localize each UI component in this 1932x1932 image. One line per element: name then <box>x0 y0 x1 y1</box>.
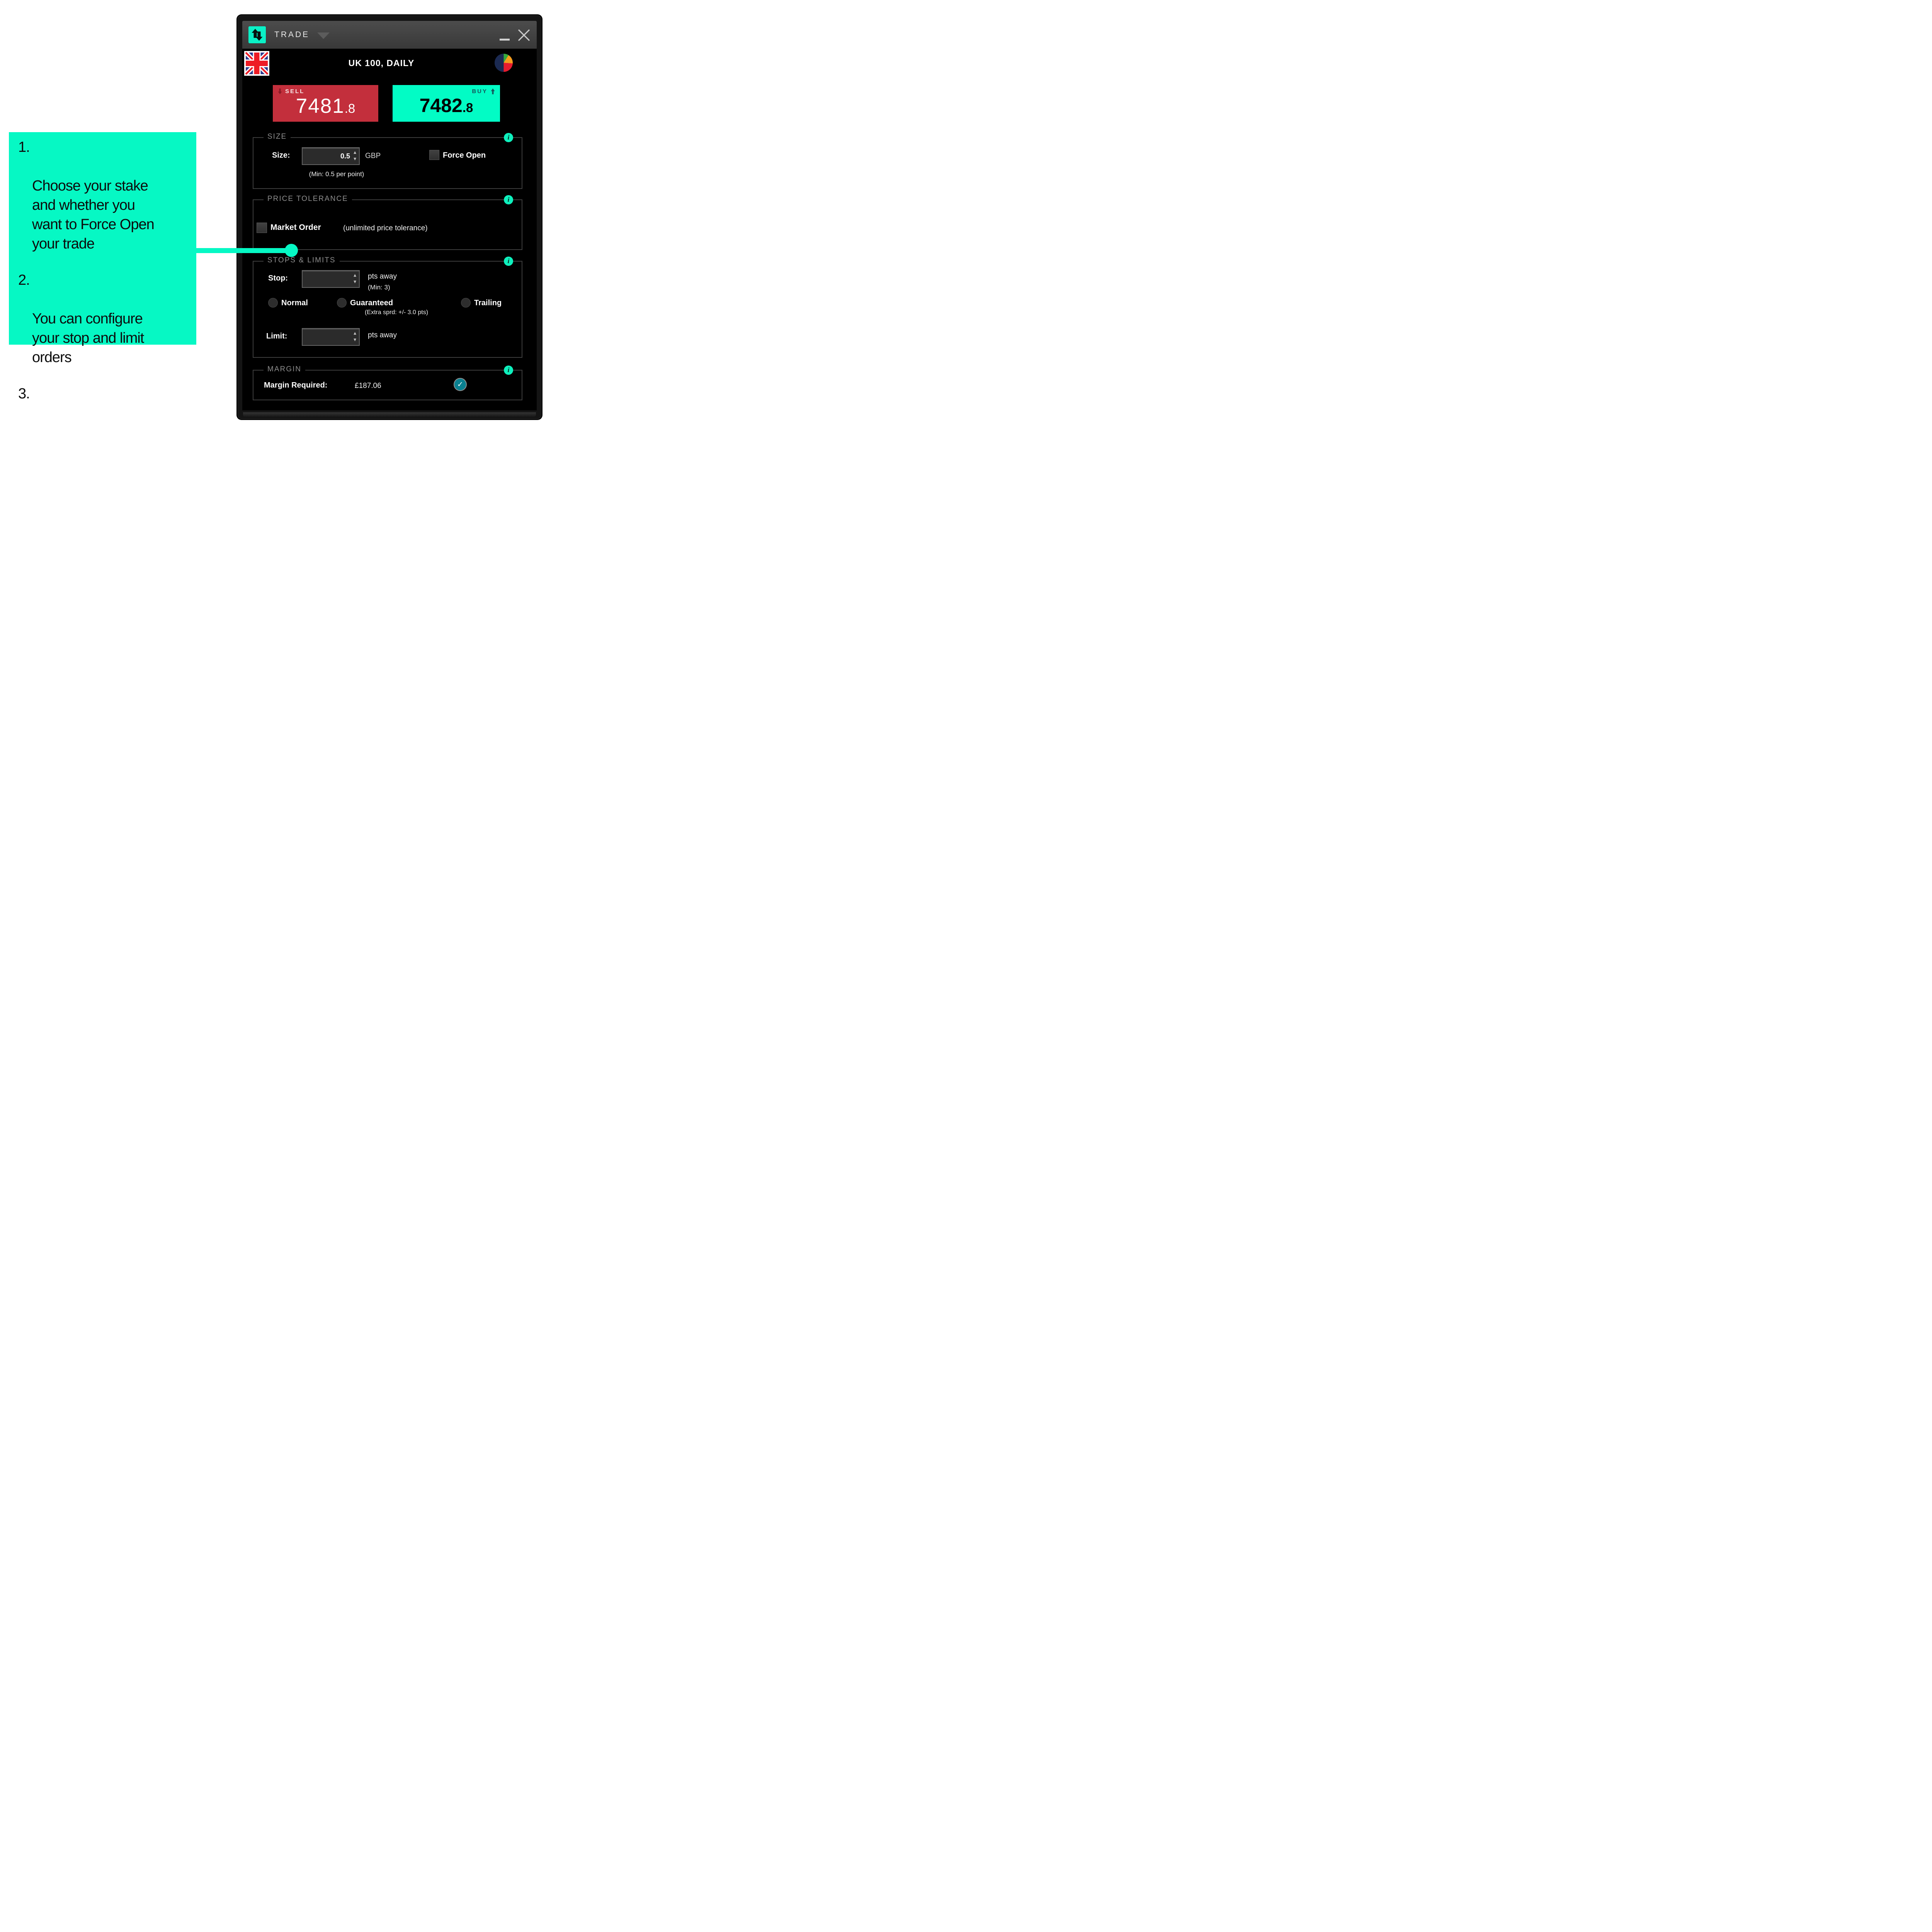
radio-trailing[interactable] <box>461 298 471 308</box>
price-tolerance-section-title: PRICE TOLERANCE <box>264 195 352 203</box>
instruction-text: Choose your stake and whether you want t… <box>32 178 155 252</box>
minimize-button[interactable] <box>500 28 510 41</box>
radio-normal-label: Normal <box>281 299 308 307</box>
margin-section: MARGIN i Margin Required: £187.06 ✓ <box>253 365 522 400</box>
stop-unit: pts away <box>368 272 397 281</box>
margin-info-icon[interactable]: i <box>504 366 513 375</box>
size-spinner-down-icon[interactable]: ▼ <box>354 157 356 161</box>
instruction-item-2: 2. You can configure your stop and limit… <box>14 270 192 367</box>
sell-price: 7481.8 <box>296 95 355 117</box>
stops-limits-section-title: STOPS & LIMITS <box>264 256 340 265</box>
instruction-number: 2. <box>18 272 30 288</box>
size-currency: GBP <box>365 152 381 160</box>
market-title: UK 100, DAILY <box>348 58 415 68</box>
uk-flag-icon <box>244 51 269 76</box>
instructions-callout: 1. Choose your stake and whether you wan… <box>9 132 196 402</box>
screenshot-root: 1. Choose your stake and whether you wan… <box>0 0 558 424</box>
size-label: Size: <box>272 151 290 160</box>
radio-normal[interactable] <box>268 298 278 308</box>
price-tolerance-note: (unlimited price tolerance) <box>343 224 428 232</box>
radio-guaranteed[interactable] <box>337 298 347 308</box>
instruction-number: 1. <box>18 139 30 155</box>
stop-input[interactable]: ▲ ▼ <box>302 270 360 288</box>
pie-chart-icon[interactable] <box>495 54 513 72</box>
size-min-note: (Min: 0.5 per point) <box>309 170 364 178</box>
market-header: UK 100, DAILY <box>242 49 537 77</box>
limit-unit: pts away <box>368 331 397 339</box>
stops-limits-section: STOPS & LIMITS i Stop: ▲ ▼ pts away (Min… <box>253 256 522 358</box>
sell-button[interactable]: SELL 7481.8 <box>273 85 378 122</box>
sell-label: SELL <box>285 88 305 95</box>
size-info-icon[interactable]: i <box>504 133 513 142</box>
stops-limits-info-icon[interactable]: i <box>504 257 513 266</box>
radio-guaranteed-label: Guaranteed <box>350 299 393 307</box>
callout-connector-line <box>195 248 292 253</box>
chevron-down-icon[interactable] <box>317 32 330 39</box>
instruction-item-1: 1. Choose your stake and whether you wan… <box>14 138 192 253</box>
titlebar: TRADE <box>242 21 537 49</box>
minimize-icon <box>500 39 510 41</box>
price-tolerance-info-icon[interactable]: i <box>504 195 513 204</box>
market-order-label: Market Order <box>270 223 321 232</box>
buy-up-arrow-icon <box>491 88 495 94</box>
window-title: TRADE <box>274 30 310 39</box>
instruction-text: You can configure your stop and limit or… <box>32 311 144 366</box>
market-order-checkbox[interactable] <box>257 223 267 233</box>
margin-check-icon[interactable]: ✓ <box>454 378 467 391</box>
close-icon <box>518 29 530 41</box>
guaranteed-extra-note: (Extra sprd: +/- 3.0 pts) <box>364 309 429 316</box>
size-value: 0.5 <box>340 152 350 160</box>
stop-spinner-down-icon[interactable]: ▼ <box>354 280 356 284</box>
force-open-label: Force Open <box>443 151 486 160</box>
size-input[interactable]: 0.5 ▲ ▼ <box>302 147 360 165</box>
limit-input[interactable]: ▲ ▼ <box>302 328 360 346</box>
instruction-number: 3. <box>18 386 30 402</box>
stop-spinner-up-icon[interactable]: ▲ <box>354 274 356 277</box>
stop-label: Stop: <box>268 274 288 282</box>
limit-spinner-up-icon[interactable]: ▲ <box>354 332 356 335</box>
close-button[interactable] <box>517 29 531 41</box>
instructions-list: 1. Choose your stake and whether you wan… <box>9 132 196 424</box>
stop-min-note: (Min: 3) <box>368 284 390 291</box>
limit-spinner-down-icon[interactable]: ▼ <box>354 338 356 342</box>
radio-trailing-label: Trailing <box>474 299 502 307</box>
margin-section-title: MARGIN <box>264 365 305 374</box>
price-tolerance-section: PRICE TOLERANCE i Market Order (unlimite… <box>253 195 522 250</box>
instruction-item-3: 3. Choose to buy or sell the chosen mark… <box>14 384 192 424</box>
buy-label: BUY <box>472 88 488 95</box>
margin-required-label: Margin Required: <box>264 381 328 389</box>
limit-label: Limit: <box>266 332 287 340</box>
sell-down-arrow-icon <box>278 88 282 94</box>
margin-required-value: £187.06 <box>355 382 381 390</box>
buy-price: 7482.8 <box>419 95 473 116</box>
force-open-checkbox[interactable] <box>429 150 439 160</box>
callout-connector-dot <box>285 244 298 257</box>
trade-arrows-icon <box>248 26 266 43</box>
size-section: SIZE i Size: 0.5 ▲ ▼ GBP Force Open (Min… <box>253 133 522 189</box>
size-spinner-up-icon[interactable]: ▲ <box>354 151 356 155</box>
ticket-content: UK 100, DAILY SELL 7481.8 BUY <box>242 49 537 410</box>
buy-button[interactable]: BUY 7482.8 <box>393 85 500 122</box>
trade-window: TRADE <box>238 15 541 419</box>
size-section-title: SIZE <box>264 133 291 141</box>
